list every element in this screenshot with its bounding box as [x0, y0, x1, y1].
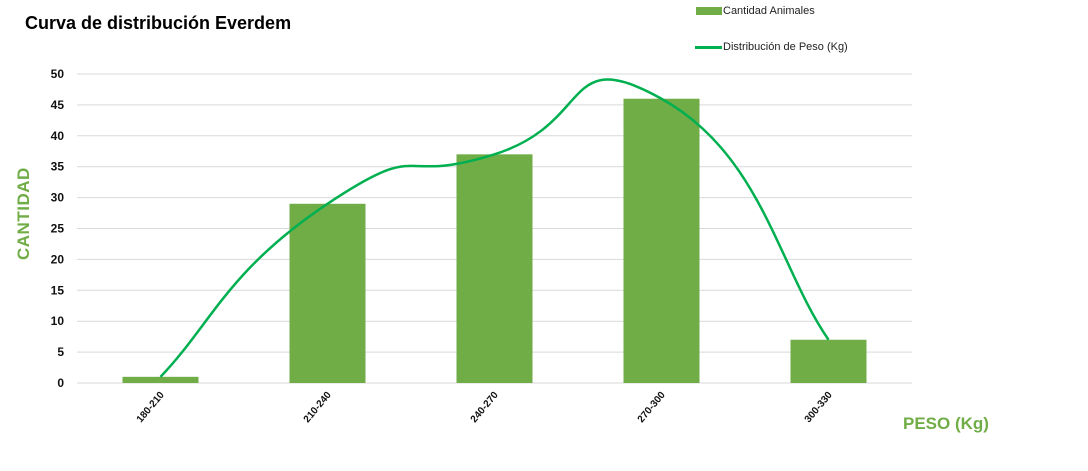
y-tick-label: 15: [51, 283, 65, 297]
y-tick-label: 45: [51, 98, 65, 112]
x-tick-label: 180-210: [135, 390, 167, 426]
y-tick-label: 25: [51, 222, 65, 236]
y-tick-label: 50: [51, 67, 65, 81]
x-tick-label: 270-300: [636, 390, 668, 426]
distribution-curve: [159, 78, 830, 378]
bar: [122, 376, 199, 383]
bar: [623, 98, 700, 383]
legend-label: Distribución de Peso (Kg): [723, 41, 848, 53]
bar: [456, 154, 533, 383]
x-tick-label: 240-270: [469, 390, 501, 426]
line-swatch-icon: [695, 45, 722, 49]
y-tick-label: 30: [51, 191, 65, 205]
chart-title: Curva de distribución Everdem: [25, 13, 292, 33]
y-tick-label: 20: [51, 252, 65, 266]
bar: [289, 203, 366, 383]
y-tick-label: 10: [51, 314, 65, 328]
x-tick-label: 210-240: [302, 390, 334, 426]
legend-label: Cantidad Animales: [723, 5, 815, 17]
x-tick-label: 300-330: [803, 390, 835, 426]
legend-item-line: Distribución de Peso (Kg): [695, 41, 848, 53]
y-tick-label: 35: [51, 160, 65, 174]
y-tick-label: 5: [57, 345, 64, 359]
bar-swatch-icon: [696, 7, 722, 15]
y-tick-label: 40: [51, 129, 65, 143]
y-tick-label: 0: [57, 376, 64, 390]
x-axis-label: PESO (Kg): [903, 414, 989, 433]
bar: [790, 339, 867, 383]
legend-item-bars: Cantidad Animales: [696, 5, 815, 17]
